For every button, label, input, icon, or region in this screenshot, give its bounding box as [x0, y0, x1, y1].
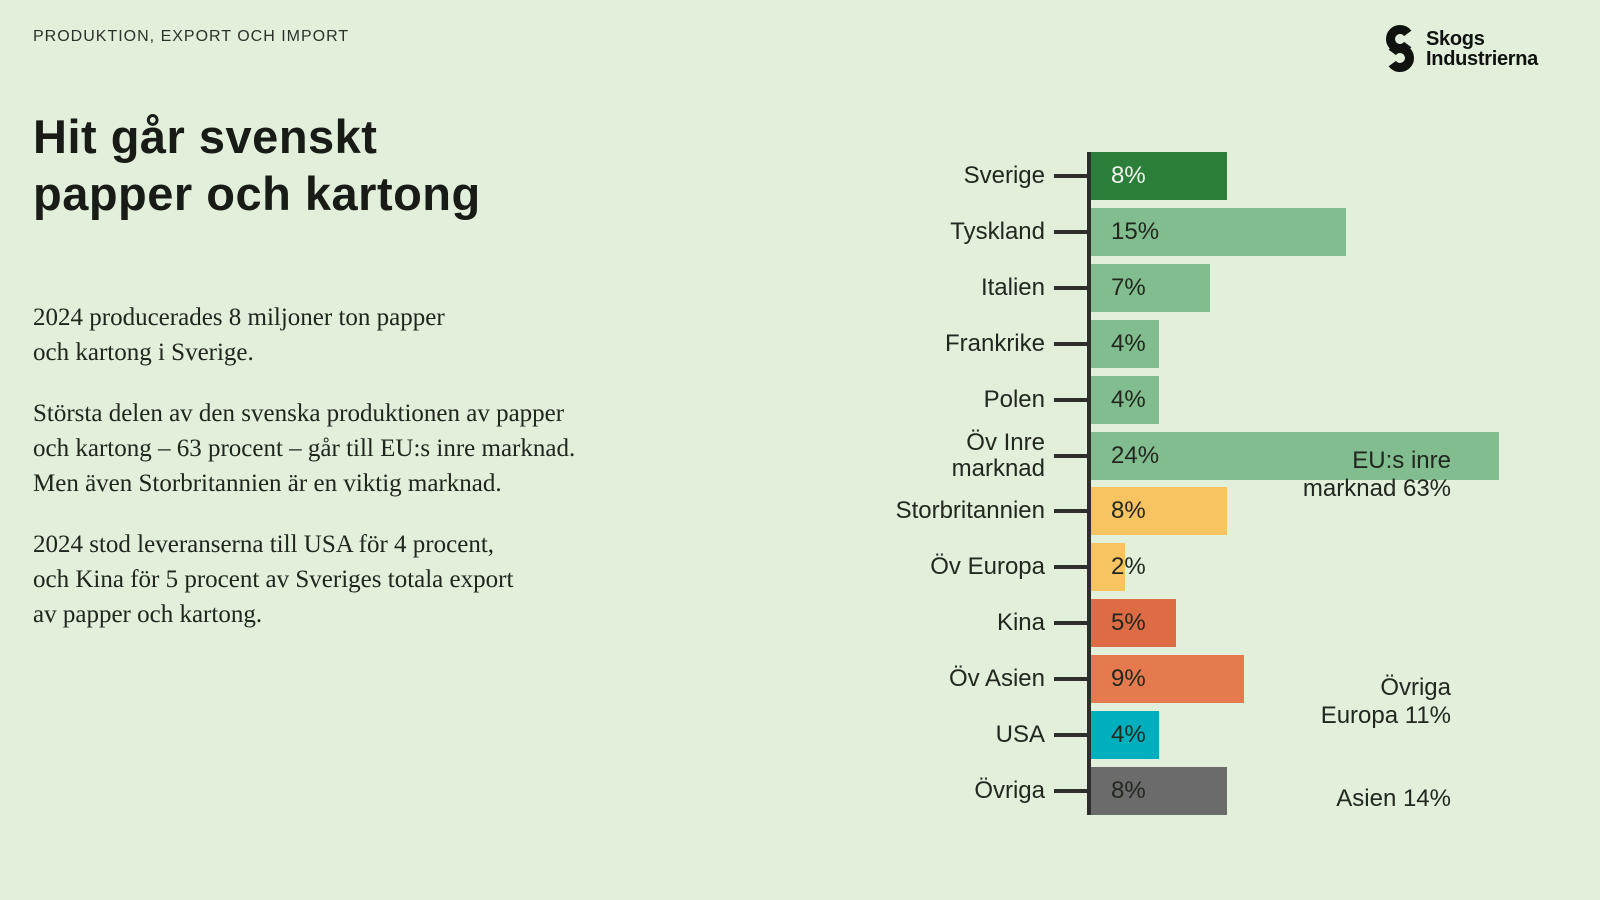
skogsindustrierna-logo: Skogs Industrierna [1380, 24, 1538, 74]
bar: 7% [1091, 263, 1210, 312]
tick-mark [1054, 509, 1087, 514]
tick-mark [1054, 788, 1087, 793]
tick-mark [1054, 229, 1087, 234]
chart-row: USA 4% [858, 711, 1558, 759]
chart-row: Sverige 8% [858, 152, 1558, 200]
paragraph-eu-market: Största delen av den svenska produktione… [33, 400, 576, 497]
bar-value-label: 9% [1111, 665, 1146, 693]
category-label: Öv Europa [930, 553, 1045, 581]
logo-wordmark: Skogs Industrierna [1426, 29, 1538, 69]
annotation-eu-inner-market: EU:s inre marknad 63% [1302, 447, 1451, 502]
tick-mark [1054, 453, 1087, 458]
logo-word-2: Industrierna [1426, 48, 1538, 70]
bar: 15% [1091, 207, 1346, 256]
bar: 8% [1091, 766, 1227, 815]
eyebrow-kicker: PRODUKTION, EXPORT OCH IMPORT [33, 28, 350, 45]
tick-mark [1054, 397, 1087, 402]
category-label: Kina [996, 609, 1045, 637]
paragraph-production: 2024 producerades 8 miljoner ton papper … [33, 304, 445, 366]
category-label: Öv Inre marknad [951, 428, 1045, 482]
bar: 2% [1091, 543, 1146, 592]
chart-row: Italien 7% [858, 263, 1558, 312]
bar: 8% [1091, 152, 1227, 200]
bar-value-label: 4% [1111, 721, 1146, 748]
chart-row: Öv Asien 9% [858, 655, 1558, 704]
body-text: 2024 producerades 8 miljoner ton papper … [33, 300, 713, 658]
chart-row: Öv Inre marknad 24% [858, 428, 1558, 482]
annotation-other-europe: Övriga Europa 11% [1320, 674, 1451, 729]
category-label: Storbritannien [895, 497, 1045, 525]
bar: 4% [1091, 375, 1159, 424]
bar-value-label: 15% [1111, 217, 1160, 245]
chart-row: Övriga 8% [858, 766, 1558, 815]
annotation-asia: Asien 14% [1336, 785, 1451, 812]
chart-row: Öv Europa 2% [858, 543, 1558, 592]
bar: 5% [1091, 599, 1176, 648]
chart-row: Frankrike 4% [858, 319, 1558, 368]
bar-value-label: 4% [1111, 385, 1146, 413]
bar-value-label: 2% [1111, 553, 1146, 581]
logo-s-icon [1386, 25, 1415, 72]
paragraph-usa-china: 2024 stod leveranserna till USA för 4 pr… [33, 531, 514, 628]
category-label: Öv Asien [948, 665, 1045, 693]
chart-row: Kina 5% [858, 599, 1558, 648]
tick-mark [1054, 621, 1087, 626]
category-label: Polen [983, 385, 1045, 413]
export-bar-chart: Sverige 8% Tyskland 15% Italien 7% Frankrike 4%… [858, 152, 1558, 822]
bar-value-label: 8% [1111, 776, 1146, 804]
category-label: Italien [980, 273, 1045, 301]
tick-mark [1054, 341, 1087, 346]
bar: 4% [1091, 711, 1159, 759]
bar-value-label: 7% [1111, 273, 1146, 301]
tick-mark [1054, 677, 1087, 682]
category-label: Övriga [974, 776, 1045, 804]
tick-mark [1054, 174, 1087, 178]
bar-value-label: 8% [1111, 162, 1146, 189]
chart-row: Tyskland 15% [858, 207, 1558, 256]
chart-row: Polen 4% [858, 375, 1558, 424]
bar-value-label: 5% [1111, 609, 1146, 637]
chart-row: Storbritannien 8% [858, 487, 1558, 536]
category-label: Sverige [963, 162, 1045, 189]
bar-value-label: 24% [1111, 441, 1160, 469]
category-label: Frankrike [944, 329, 1045, 357]
bar: 4% [1091, 319, 1159, 368]
category-label: USA [995, 721, 1045, 748]
chart-axis-line [1087, 152, 1091, 815]
logo-word-1: Skogs [1426, 28, 1485, 50]
tick-mark [1054, 285, 1087, 290]
category-label: Tyskland [950, 217, 1045, 245]
tick-mark [1054, 733, 1087, 737]
tick-mark [1054, 565, 1087, 570]
bar-value-label: 4% [1111, 329, 1146, 357]
bar: 8% [1091, 487, 1227, 536]
page-title: Hit går svenskt papper och kartong [33, 110, 481, 220]
bar-value-label: 8% [1111, 497, 1146, 525]
bar: 9% [1091, 655, 1244, 704]
bar: 24% [1091, 431, 1499, 480]
